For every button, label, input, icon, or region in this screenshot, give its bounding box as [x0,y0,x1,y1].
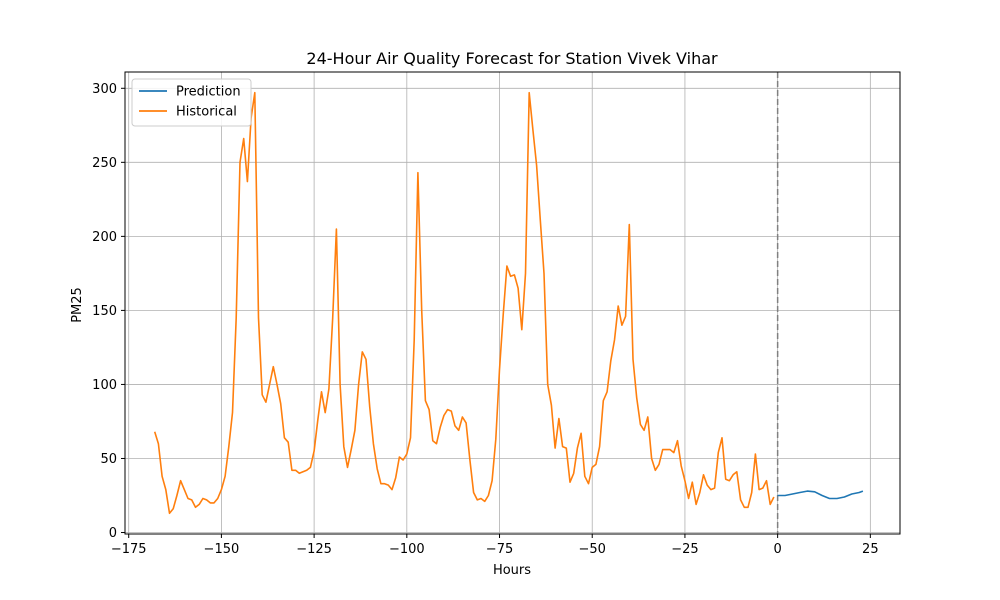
y-tick-label: 0 [109,526,117,541]
series-line-historical [153,91,775,515]
x-tick-label: −100 [389,542,425,557]
x-tick-label: −175 [111,542,147,557]
y-tick-label: 50 [100,452,117,467]
x-tick-label: −75 [486,542,513,557]
x-axis-label: Hours [493,563,531,578]
plot-frame [124,71,901,535]
x-tick-label: 25 [862,542,879,557]
plot-data [153,72,864,534]
axes: −175 −150 −125 −100 −75 −50 −25 0 25050100150200… [92,71,901,557]
y-tick-label: 300 [92,82,117,97]
y-axis-label: PM25 [70,287,85,323]
x-tick-label: −150 [204,542,240,557]
x-tick-label: −125 [296,542,332,557]
legend-label-prediction: Prediction [176,85,241,100]
y-tick-label: 100 [92,378,117,393]
y-tick-label: 150 [92,304,117,319]
legend: Prediction Historical [131,78,252,127]
x-tick-label: −25 [671,542,698,557]
y-tick-label: 250 [92,156,117,171]
y-tick-label: 200 [92,230,117,245]
series-line-prediction [777,490,864,500]
x-tick-label: −50 [579,542,606,557]
chart-title: 24-Hour Air Quality Forecast for Station… [306,49,718,68]
x-tick-label: 0 [773,542,781,557]
legend-label-historical: Historical [176,105,237,120]
